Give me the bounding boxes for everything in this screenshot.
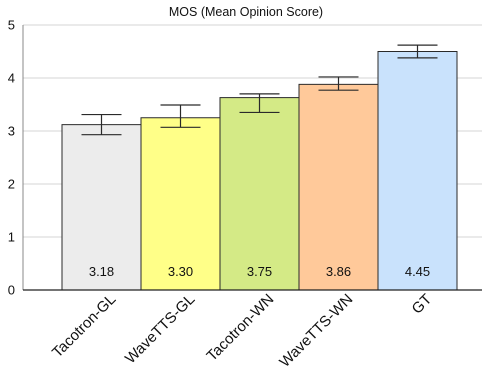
data-label: 3.75 [247,264,272,279]
data-label: 4.45 [405,264,430,279]
x-tick-label: WaveTTS-GL [122,291,198,367]
x-tick-label: GT [409,291,436,318]
data-label: 3.30 [168,264,193,279]
axes [22,25,482,291]
bar [219,97,300,291]
bar [377,51,458,291]
y-tick-label: 4 [8,71,15,86]
bar [61,124,142,291]
x-tick-label: Tacotron-WN [203,291,277,365]
y-tick-label: 1 [8,230,15,245]
bar [140,117,221,291]
y-tick-label: 0 [8,283,15,298]
x-tick-label: Tacotron-GL [49,291,119,361]
bar [298,83,379,291]
x-tick-label: WaveTTS-WN [276,291,356,371]
bars [61,44,458,291]
y-tick-label: 2 [8,177,15,192]
data-label: 3.18 [89,264,114,279]
data-label: 3.86 [326,264,351,279]
y-tick-label: 3 [8,124,15,139]
chart-title: MOS (Mean Opinion Score) [169,5,323,19]
y-tick-label: 5 [8,18,15,33]
